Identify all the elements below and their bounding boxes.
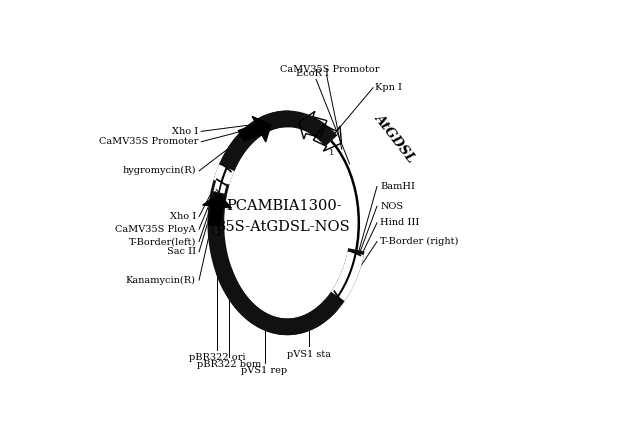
Text: pBR322 ori: pBR322 ori — [188, 353, 245, 362]
Text: pBR322 bom: pBR322 bom — [197, 360, 261, 369]
Text: PCAMBIA1300-
35S-AtGDSL-NOS: PCAMBIA1300- 35S-AtGDSL-NOS — [217, 199, 351, 234]
Text: EcoR I: EcoR I — [296, 69, 329, 78]
Text: AtGDSL: AtGDSL — [372, 111, 417, 165]
Text: Hind III: Hind III — [380, 218, 419, 227]
Text: hygromycin(R): hygromycin(R) — [122, 166, 196, 176]
Text: Xho I: Xho I — [170, 212, 196, 221]
Text: pVS1 sta: pVS1 sta — [287, 350, 331, 359]
Text: NOS: NOS — [380, 202, 403, 211]
Text: 1: 1 — [329, 149, 334, 157]
Text: pVS1 rep: pVS1 rep — [241, 366, 288, 375]
Polygon shape — [238, 116, 271, 142]
Polygon shape — [203, 194, 232, 226]
Text: Kanamycin(R): Kanamycin(R) — [126, 276, 196, 284]
Text: Sac II: Sac II — [167, 247, 196, 257]
Text: T-Border (right): T-Border (right) — [380, 237, 459, 246]
Text: CaMV35S Promoter: CaMV35S Promoter — [99, 137, 198, 146]
Text: CaMV35S PloyA: CaMV35S PloyA — [115, 225, 196, 234]
Text: Kpn I: Kpn I — [375, 83, 402, 92]
Text: Xho I: Xho I — [172, 127, 198, 136]
Text: T-Border(left): T-Border(left) — [129, 237, 196, 246]
Text: BamHI: BamHI — [380, 182, 415, 191]
Text: CaMV35S Promotor: CaMV35S Promotor — [280, 65, 379, 73]
